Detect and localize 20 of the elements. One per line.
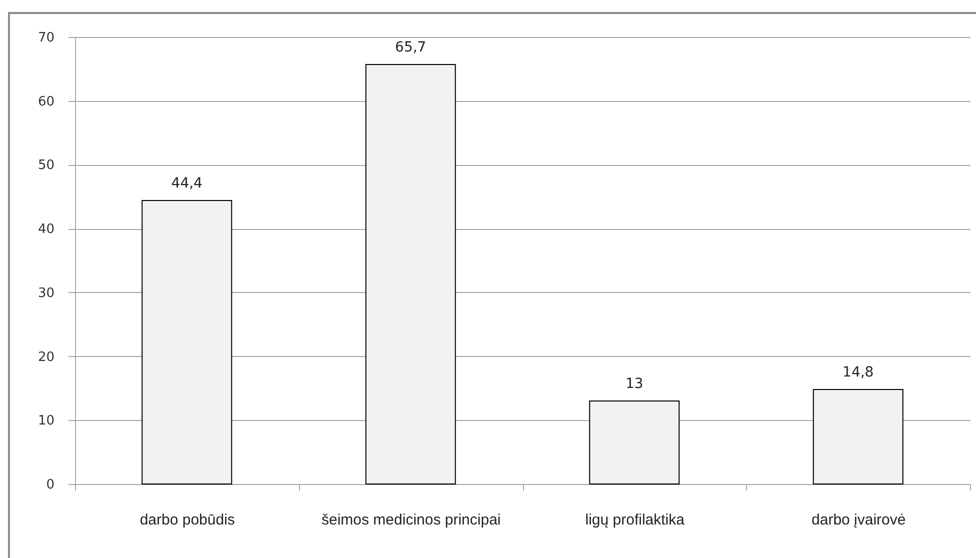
y-tick-label: 40 [38, 222, 54, 238]
data-label: 13 [625, 376, 644, 392]
y-tick-label: 60 [38, 94, 54, 110]
y-tick-label: 0 [46, 478, 54, 492]
data-label: 44,4 [171, 175, 203, 192]
x-tick-label: darbo įvairovė [812, 512, 906, 528]
y-tick-label: 10 [38, 414, 54, 429]
y-tick-label: 20 [38, 350, 54, 365]
y-tick-label: 50 [38, 158, 54, 174]
y-tick-label: 70 [38, 30, 54, 46]
x-tick-label: darbo pobūdis [140, 512, 235, 528]
bar [589, 400, 680, 484]
x-tick-label: šeimos medicinos principai [322, 512, 501, 528]
data-label: 14,8 [842, 364, 874, 380]
data-label: 65,7 [395, 39, 426, 56]
bar [142, 200, 232, 484]
y-tick-label: 30 [38, 286, 54, 301]
bar [365, 64, 456, 484]
bar [812, 388, 904, 484]
x-tick-label: ligų profilaktika [585, 512, 686, 528]
